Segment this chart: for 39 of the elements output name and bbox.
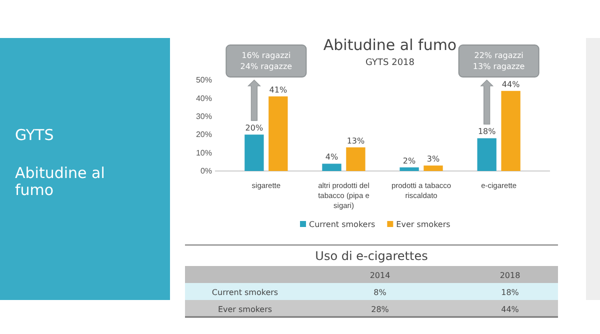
bar [424, 166, 443, 171]
data-label: 41% [269, 85, 288, 94]
bar [346, 147, 366, 171]
text: GYTS [15, 126, 54, 144]
y-tick-label: 30% [196, 112, 212, 121]
bar [268, 96, 288, 171]
data-label: 20% [245, 124, 264, 133]
category-label: Ever smokers [218, 305, 272, 314]
legend-label: Current smokers [309, 220, 376, 229]
text: Uso di e-cigarettes [315, 249, 428, 263]
data-label: 44% [502, 80, 520, 89]
chart-subtitle: GYTS 2018 [366, 58, 415, 68]
bar [477, 138, 496, 171]
y-tick-label: 0% [200, 166, 212, 176]
legend-label: Ever smokers [396, 220, 450, 229]
text: 22% ragazzi 13% ragazze [472, 51, 525, 71]
text: Abitudine al fumo [15, 164, 105, 199]
data-label: 18% [478, 127, 496, 136]
category-label: 2018 [500, 271, 520, 280]
y-tick-label: 10% [196, 148, 212, 158]
bar [244, 134, 264, 171]
text: 16% ragazzi 24% ragazze [240, 51, 292, 71]
category-label: Current smokers [212, 288, 278, 297]
category-label: 2014 [370, 271, 390, 280]
bar [501, 90, 520, 171]
y-tick-label: 40% [196, 94, 212, 103]
data-label: 13% [346, 136, 365, 146]
text: 18% [501, 288, 519, 297]
y-tick-label: 20% [196, 130, 212, 140]
text: 28% [371, 305, 389, 314]
bar [400, 167, 419, 171]
text: 44% [501, 305, 519, 314]
data-label: 2% [402, 156, 416, 166]
text: 8% [374, 288, 386, 297]
data-label: 4% [325, 152, 338, 162]
chart-title: Abitudine al fumo [323, 36, 457, 54]
y-tick-label: 50% [196, 76, 212, 85]
data-label: 3% [426, 154, 440, 164]
bar [322, 164, 342, 171]
